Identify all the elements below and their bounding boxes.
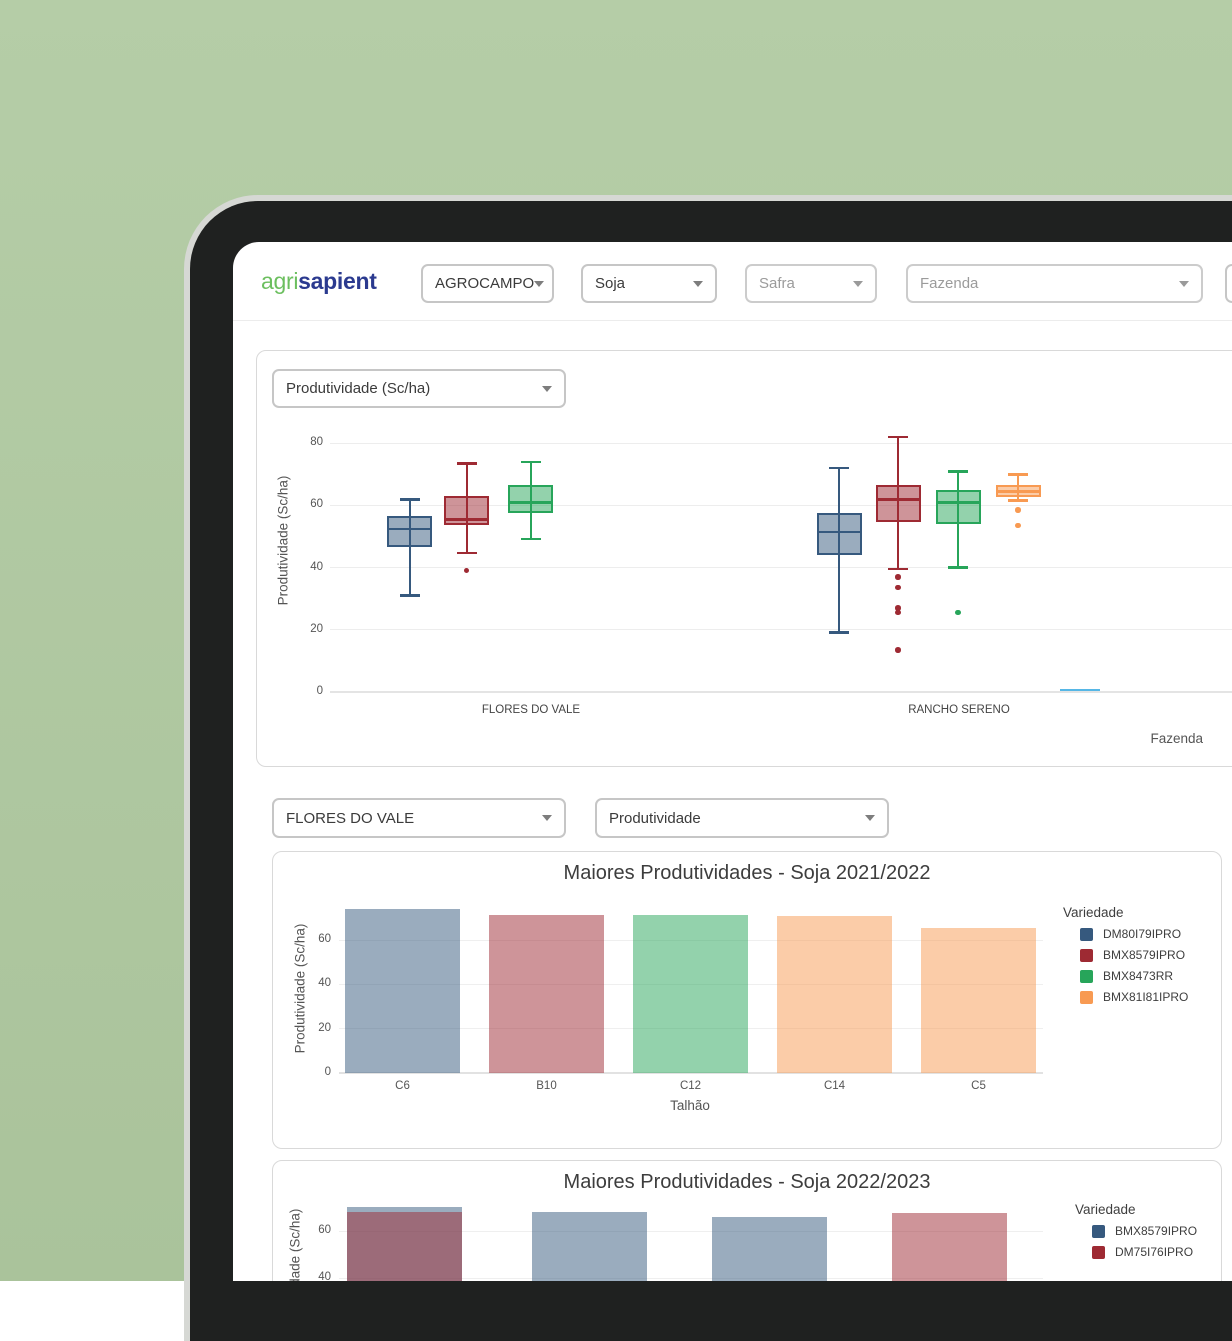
chevron-down-icon: [542, 815, 552, 821]
bar-chart-2223-y-axis-title: Produtividade (Sc/ha): [288, 1174, 303, 1282]
boxplot-y-axis-title: Produtividade (Sc/ha): [276, 441, 291, 641]
boxplot-x-axis-title: Fazenda: [1053, 731, 1203, 746]
detail-metric-select-value: Produtividade: [609, 810, 701, 827]
detail-farm-select[interactable]: FLORES DO VALE: [272, 798, 566, 838]
crop-select-value: Soja: [595, 275, 625, 292]
metric-select[interactable]: Produtividade (Sc/ha): [272, 369, 566, 408]
chevron-down-icon: [1179, 281, 1189, 287]
chevron-down-icon: [534, 281, 544, 287]
detail-metric-select[interactable]: Produtividade: [595, 798, 889, 838]
app-logo: agrisapient: [261, 268, 377, 295]
bar-chart-2122-y-axis-title: Produtividade (Sc/ha): [293, 889, 308, 1089]
detail-farm-select-value: FLORES DO VALE: [286, 810, 414, 827]
farm-filter-placeholder: Fazenda: [920, 275, 978, 292]
logo-part-green: agri: [261, 268, 298, 294]
partial-boxplot-trace: [1060, 689, 1100, 692]
organization-select-value: AGROCAMPO: [435, 275, 534, 292]
laptop-screen: agrisapient AGROCAMPO Soja Safra Fazenda…: [233, 242, 1232, 1281]
season-select[interactable]: Safra: [745, 264, 877, 303]
background: agrisapient AGROCAMPO Soja Safra Fazenda…: [0, 0, 1232, 1281]
chevron-down-icon: [693, 281, 703, 287]
chevron-down-icon: [542, 386, 552, 392]
organization-select[interactable]: AGROCAMPO: [421, 264, 554, 303]
bar-chart-2122-title: Maiores Produtividades - Soja 2021/2022: [322, 862, 1172, 885]
chevron-down-icon: [865, 815, 875, 821]
boxplot-card: [256, 350, 1232, 767]
season-select-placeholder: Safra: [759, 275, 795, 292]
metric-select-value: Produtividade (Sc/ha): [286, 380, 430, 397]
bar-chart-2223-title: Maiores Produtividades - Soja 2022/2023: [322, 1171, 1172, 1194]
crop-select[interactable]: Soja: [581, 264, 717, 303]
partial-header-select[interactable]: [1225, 264, 1232, 303]
bar-chart-2122-x-axis-title: Talhão: [590, 1098, 790, 1113]
logo-part-navy: sapient: [298, 268, 376, 294]
farm-filter-select[interactable]: Fazenda: [906, 264, 1203, 303]
header-divider: [233, 320, 1232, 321]
chevron-down-icon: [853, 281, 863, 287]
